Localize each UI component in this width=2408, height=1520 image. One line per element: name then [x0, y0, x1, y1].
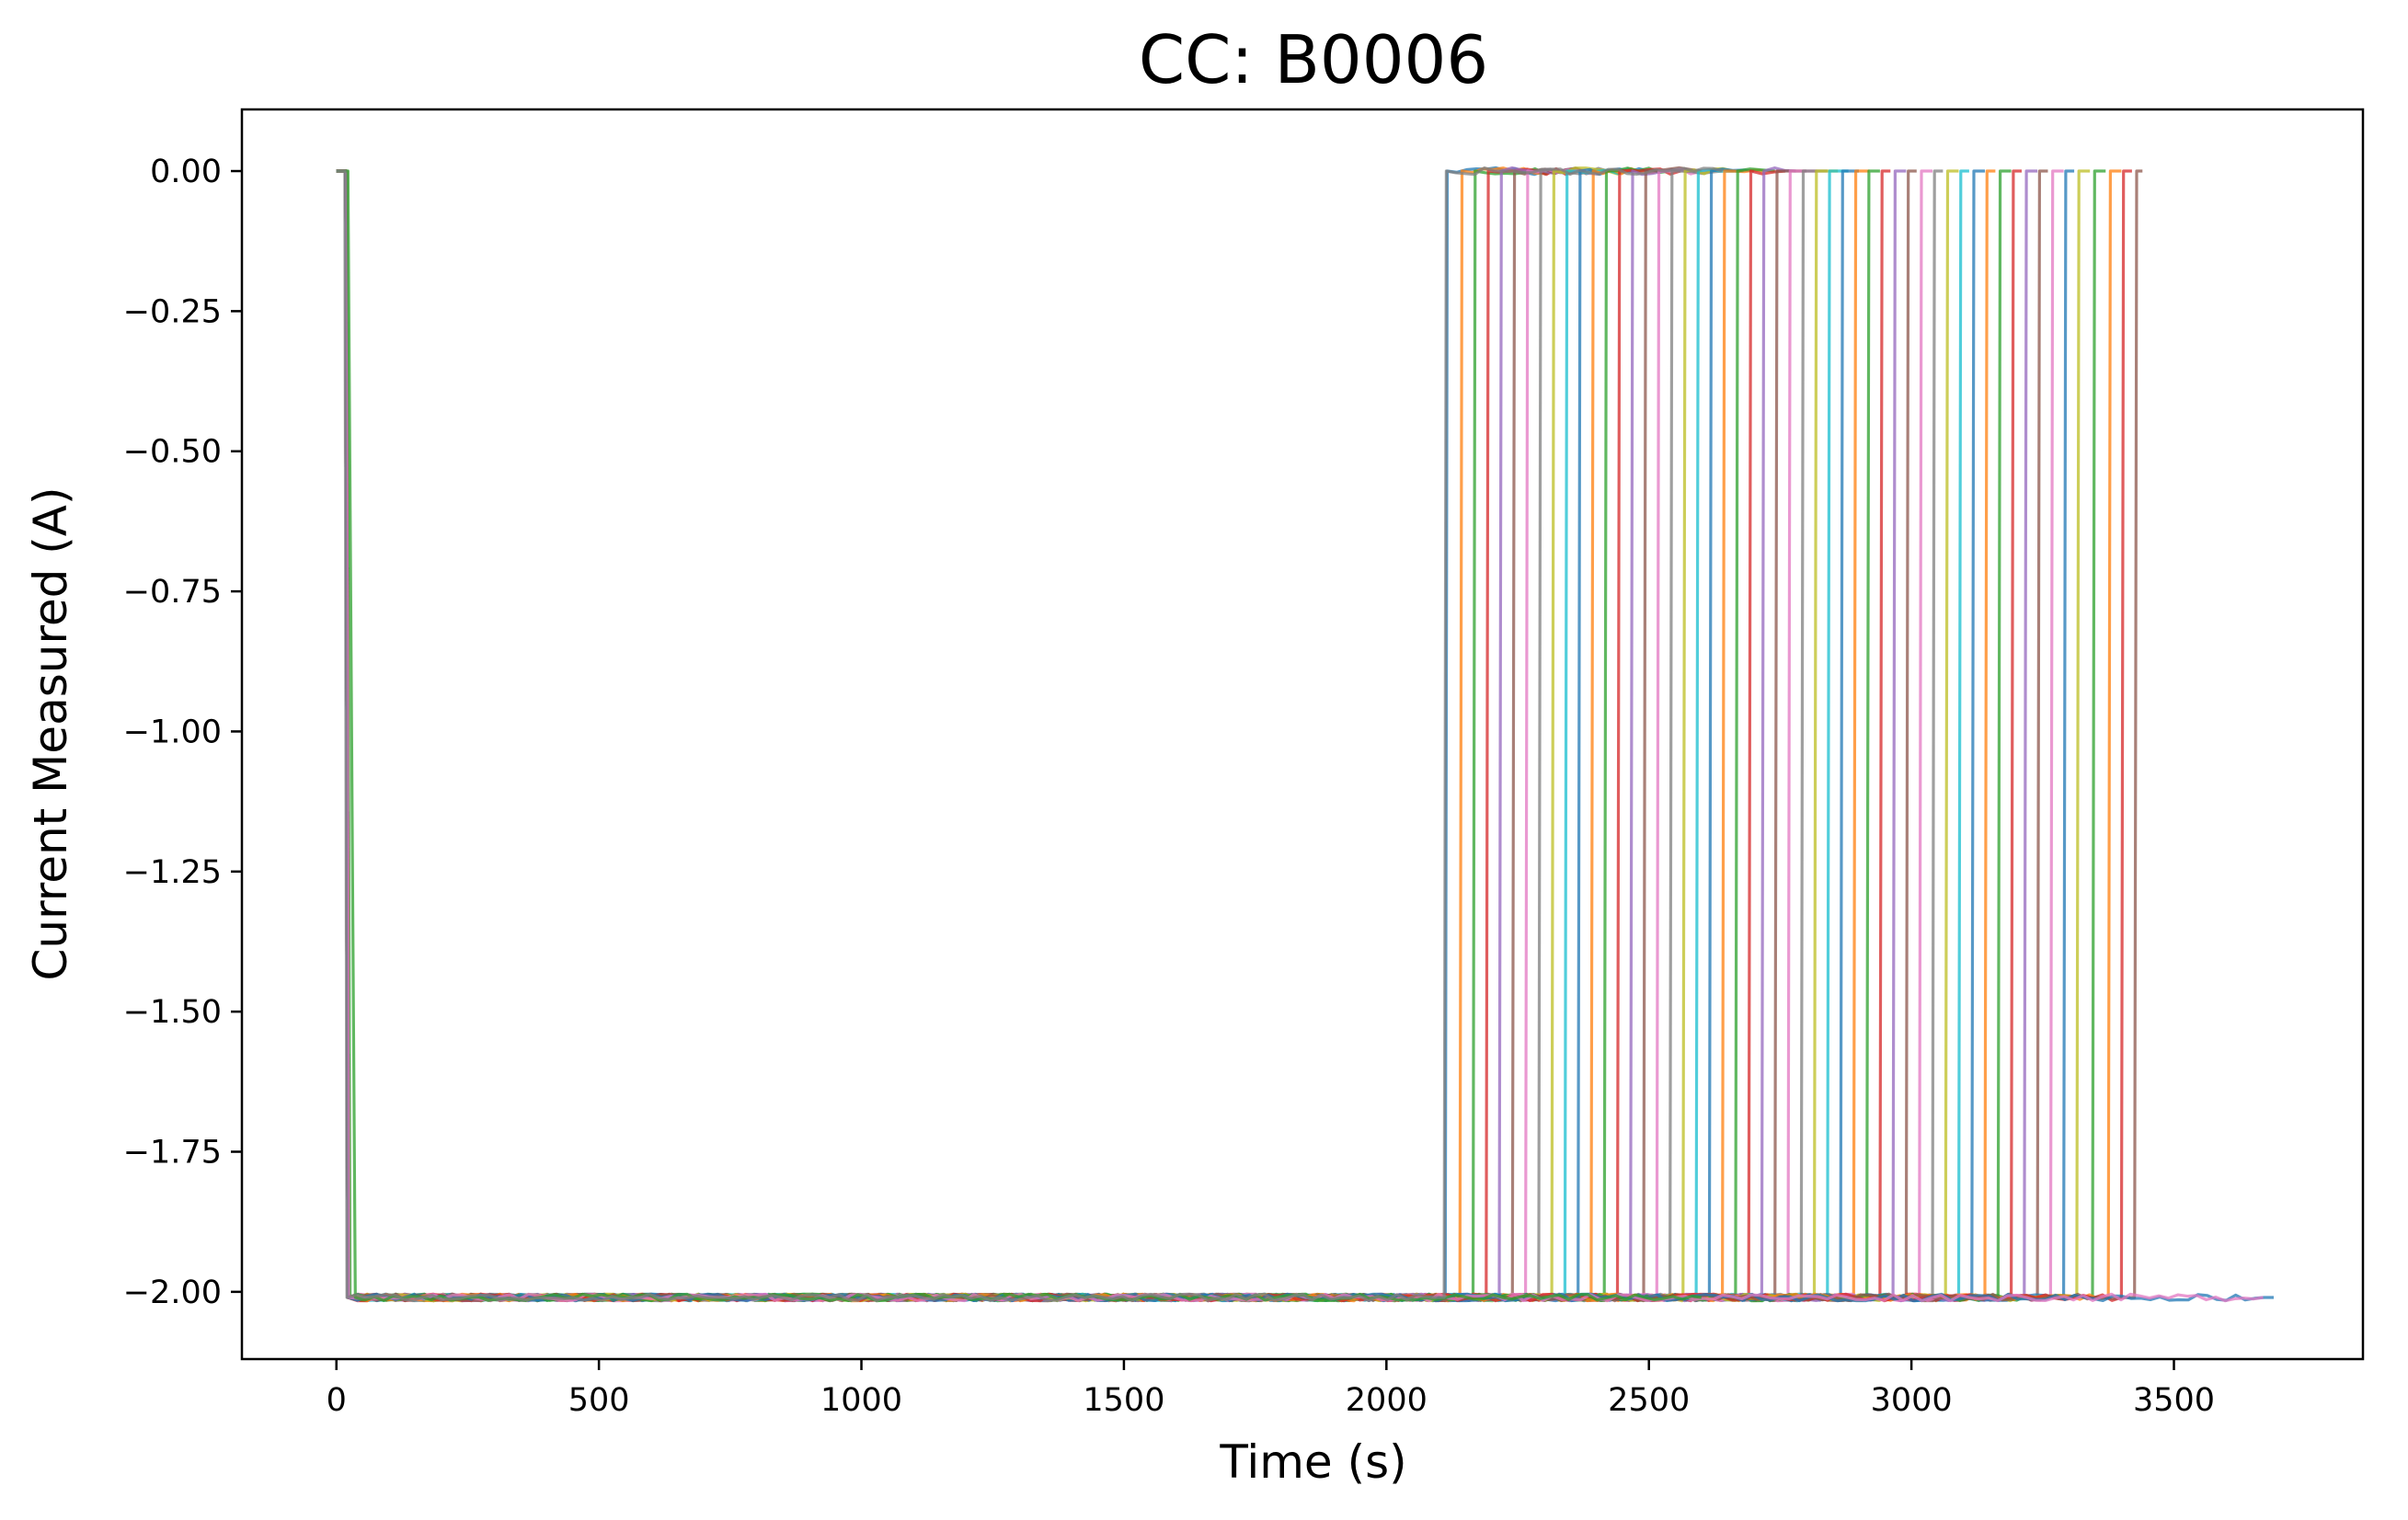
- chart-title: CC: B0006: [1139, 21, 1488, 98]
- y-tick-label: −1.00: [123, 714, 222, 750]
- x-tick-label: 500: [568, 1382, 630, 1419]
- plot-frame: [240, 108, 2365, 1361]
- x-tick-label: 2500: [1608, 1382, 1690, 1419]
- y-axis-label: Current Measured (A): [24, 486, 77, 980]
- y-tick-label: −1.50: [123, 994, 222, 1031]
- series-layer: [336, 166, 2274, 1303]
- x-tick-label: 3000: [1871, 1382, 1953, 1419]
- x-tick-label: 1000: [820, 1382, 902, 1419]
- x-axis: 0 500 1000 1500 2000 2500 3000 3500: [327, 1359, 2215, 1419]
- x-tick-label: 3500: [2133, 1382, 2215, 1419]
- y-axis: 0.00 −0.25 −0.50 −0.75 −1.00 −1.25 −1.50 −1.75 −…: [123, 154, 242, 1311]
- y-tick-label: −0.75: [123, 574, 222, 611]
- y-tick-label: −1.75: [123, 1135, 222, 1171]
- x-axis-label: Time (s): [1219, 1435, 1406, 1489]
- y-tick-label: −2.00: [123, 1274, 222, 1311]
- x-tick-label: 2000: [1346, 1382, 1428, 1419]
- x-tick-label: 1500: [1083, 1382, 1164, 1419]
- series-line-57: [336, 166, 1724, 1303]
- y-tick-label: −0.50: [123, 434, 222, 471]
- x-tick-label: 0: [327, 1382, 347, 1419]
- y-tick-label: −1.25: [123, 854, 222, 891]
- y-tick-label: −0.25: [123, 293, 222, 330]
- y-tick-label: 0.00: [150, 154, 222, 190]
